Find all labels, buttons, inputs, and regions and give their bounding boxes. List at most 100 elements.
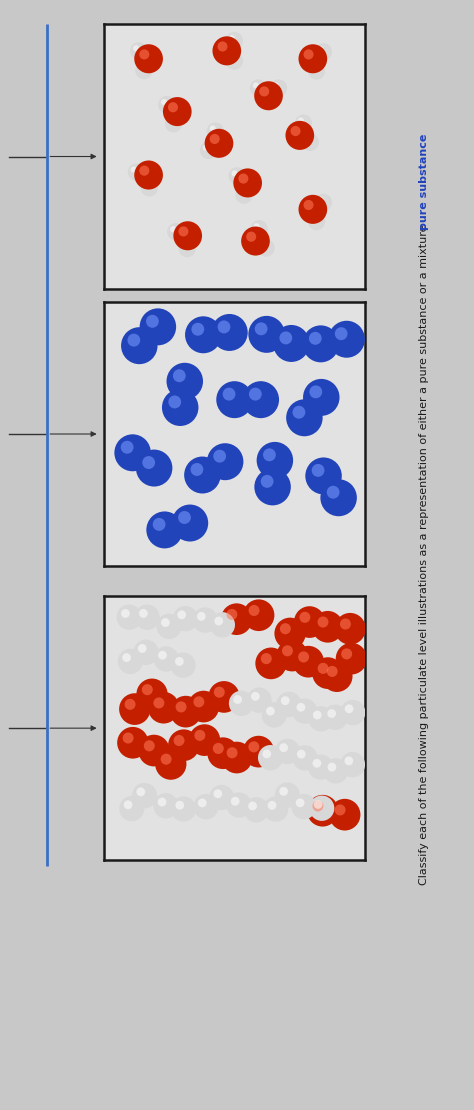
Circle shape bbox=[310, 385, 322, 398]
Circle shape bbox=[193, 794, 219, 819]
Circle shape bbox=[165, 115, 182, 132]
Circle shape bbox=[302, 325, 339, 362]
Circle shape bbox=[121, 609, 130, 618]
Circle shape bbox=[312, 759, 321, 768]
Circle shape bbox=[185, 316, 221, 353]
Text: pure substance: pure substance bbox=[419, 134, 429, 230]
Circle shape bbox=[299, 195, 327, 224]
Circle shape bbox=[276, 692, 301, 717]
Circle shape bbox=[221, 741, 253, 774]
Circle shape bbox=[229, 690, 254, 716]
Circle shape bbox=[209, 785, 234, 810]
Circle shape bbox=[136, 450, 173, 486]
Circle shape bbox=[241, 226, 270, 255]
Circle shape bbox=[191, 323, 204, 335]
Circle shape bbox=[142, 684, 153, 695]
Circle shape bbox=[172, 505, 208, 542]
Circle shape bbox=[313, 710, 322, 719]
Circle shape bbox=[255, 468, 291, 505]
Circle shape bbox=[218, 321, 230, 333]
Circle shape bbox=[144, 182, 150, 189]
Circle shape bbox=[282, 645, 293, 656]
Circle shape bbox=[188, 690, 219, 723]
Circle shape bbox=[171, 796, 196, 821]
Circle shape bbox=[137, 787, 145, 796]
Circle shape bbox=[175, 800, 184, 809]
Circle shape bbox=[286, 400, 323, 436]
Circle shape bbox=[158, 650, 167, 659]
Circle shape bbox=[340, 700, 365, 725]
Circle shape bbox=[168, 395, 181, 408]
Circle shape bbox=[146, 512, 183, 548]
Circle shape bbox=[318, 196, 324, 203]
Circle shape bbox=[341, 648, 352, 659]
Circle shape bbox=[279, 787, 288, 796]
Circle shape bbox=[328, 763, 336, 771]
Circle shape bbox=[328, 321, 365, 357]
Circle shape bbox=[117, 727, 148, 758]
Circle shape bbox=[266, 707, 275, 716]
Circle shape bbox=[311, 65, 317, 71]
Circle shape bbox=[121, 327, 157, 364]
Circle shape bbox=[137, 678, 168, 710]
Circle shape bbox=[173, 221, 202, 250]
Circle shape bbox=[148, 692, 179, 724]
Circle shape bbox=[249, 387, 262, 401]
Circle shape bbox=[168, 118, 174, 124]
Circle shape bbox=[340, 751, 365, 777]
Circle shape bbox=[193, 696, 204, 707]
Circle shape bbox=[250, 79, 267, 97]
Circle shape bbox=[179, 240, 196, 258]
Circle shape bbox=[233, 169, 262, 198]
Circle shape bbox=[210, 613, 235, 637]
Circle shape bbox=[268, 801, 276, 810]
Circle shape bbox=[189, 724, 220, 756]
Circle shape bbox=[158, 798, 166, 807]
Circle shape bbox=[158, 95, 175, 113]
Circle shape bbox=[231, 797, 239, 806]
Circle shape bbox=[292, 698, 317, 724]
Circle shape bbox=[214, 687, 225, 698]
Circle shape bbox=[275, 783, 300, 808]
Circle shape bbox=[163, 97, 191, 127]
Circle shape bbox=[229, 56, 235, 61]
Circle shape bbox=[207, 737, 238, 769]
Circle shape bbox=[308, 213, 325, 230]
Circle shape bbox=[227, 793, 252, 818]
Circle shape bbox=[228, 168, 246, 184]
Circle shape bbox=[168, 729, 200, 761]
Circle shape bbox=[175, 657, 184, 666]
Circle shape bbox=[121, 441, 134, 454]
Circle shape bbox=[184, 456, 220, 494]
Circle shape bbox=[223, 387, 236, 401]
Circle shape bbox=[207, 122, 224, 140]
Circle shape bbox=[156, 614, 182, 639]
Circle shape bbox=[255, 647, 287, 679]
Circle shape bbox=[194, 729, 205, 740]
Circle shape bbox=[142, 456, 155, 470]
Circle shape bbox=[135, 605, 160, 629]
Circle shape bbox=[291, 125, 301, 137]
Circle shape bbox=[318, 47, 324, 52]
Circle shape bbox=[238, 190, 245, 195]
Circle shape bbox=[123, 733, 134, 744]
Circle shape bbox=[200, 142, 217, 159]
Circle shape bbox=[167, 223, 184, 241]
Circle shape bbox=[254, 223, 260, 230]
Circle shape bbox=[218, 41, 228, 51]
Circle shape bbox=[312, 657, 344, 689]
Circle shape bbox=[292, 794, 316, 819]
Circle shape bbox=[248, 316, 285, 353]
Circle shape bbox=[161, 754, 172, 765]
Circle shape bbox=[231, 170, 237, 176]
Circle shape bbox=[292, 745, 318, 770]
Circle shape bbox=[171, 653, 196, 678]
Circle shape bbox=[178, 226, 189, 236]
Circle shape bbox=[153, 794, 178, 818]
Circle shape bbox=[117, 605, 142, 629]
Circle shape bbox=[138, 65, 144, 71]
Circle shape bbox=[212, 37, 241, 65]
Circle shape bbox=[175, 702, 187, 713]
Circle shape bbox=[210, 134, 220, 144]
Circle shape bbox=[227, 747, 237, 758]
